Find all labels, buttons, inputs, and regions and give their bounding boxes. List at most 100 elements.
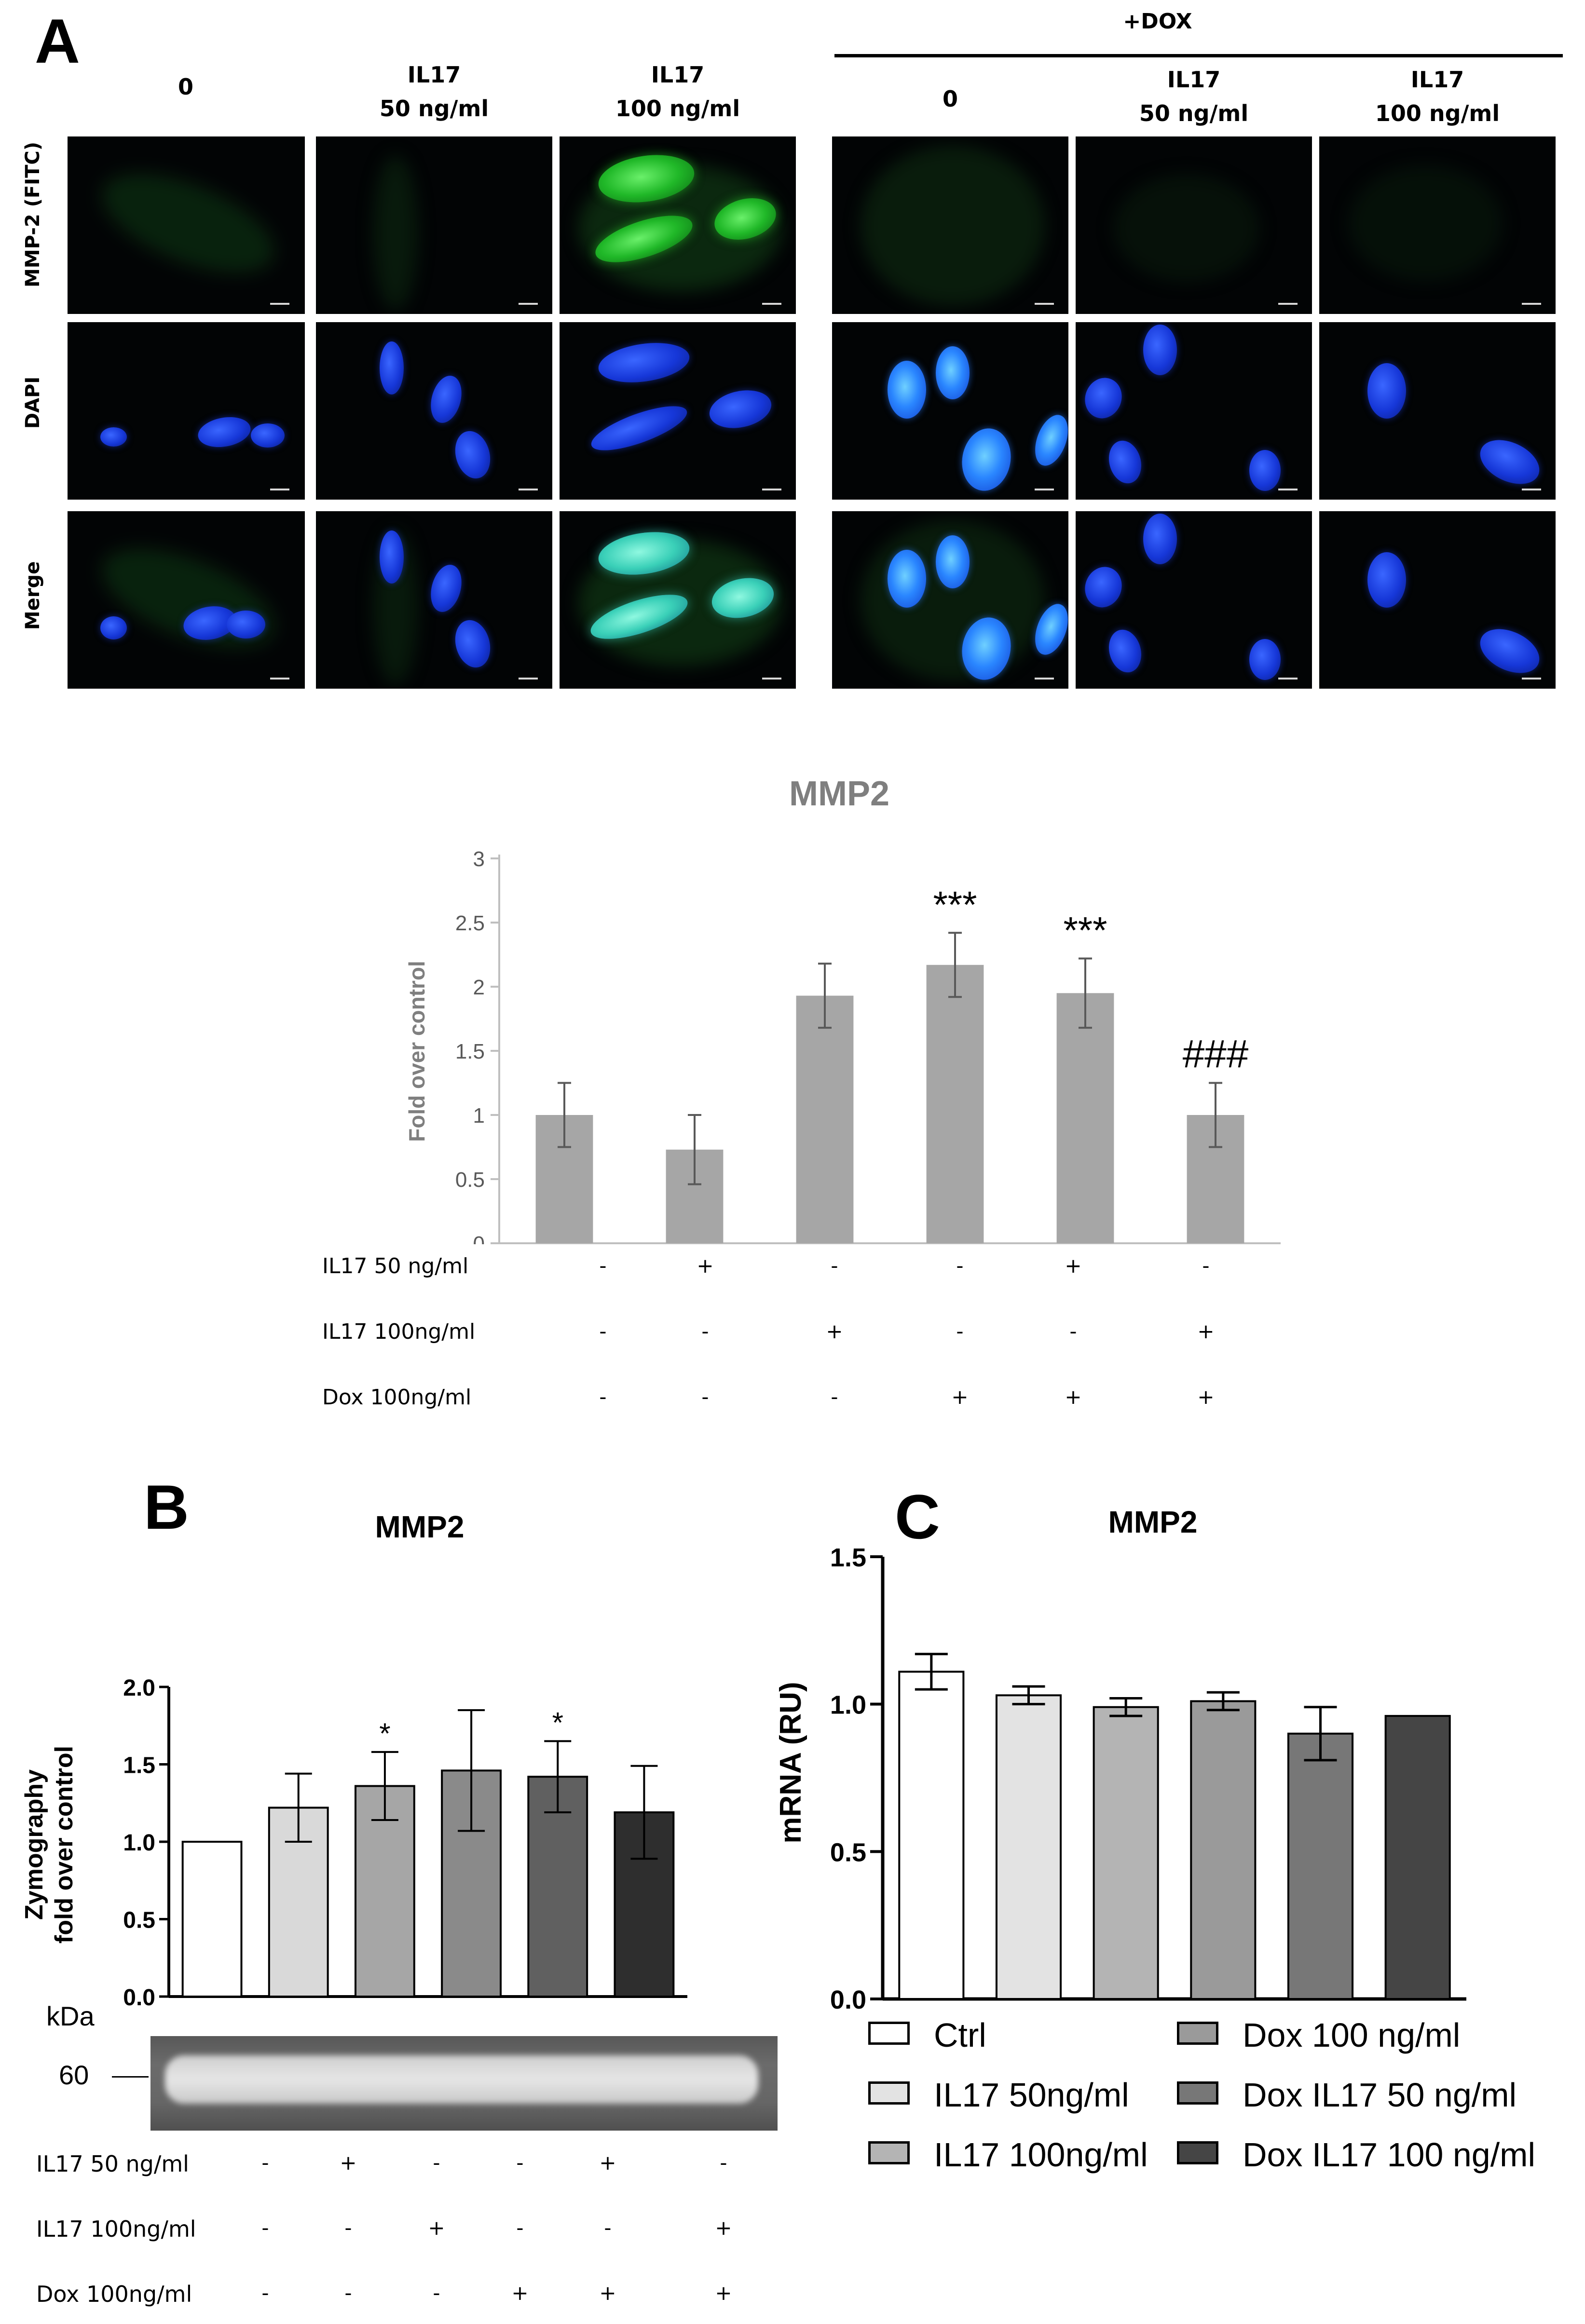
chart-a-condition-sign: - (831, 1385, 838, 1409)
col-header-4-label: IL17 50 ng/ml (1139, 67, 1249, 126)
chart-b-condition-sign: - (261, 2216, 269, 2240)
chart-b-bar (181, 1841, 243, 1998)
chart-c-ytick-label: 1.5 (830, 1543, 866, 1572)
chart-a-bar (1056, 993, 1114, 1243)
chart-b-condition-table: IL17 50 ng/ml - + - - + - IL17 100ng/ml - - + - - + Do… (0, 2151, 791, 2324)
col-header-2: IL17 100 ng/ml (560, 58, 796, 125)
dox-header: +DOX (1123, 9, 1192, 34)
chart-c-legend: Ctrl IL17 50ng/ml IL17 100ng/ml Dox 100 ng/… (868, 2016, 1582, 2199)
chart-b-condition-label: IL17 50 ng/ml (36, 2151, 189, 2177)
micrograph-merge-il17-50 (316, 511, 552, 689)
chart-a-condition-sign: - (956, 1254, 964, 1278)
micrograph-fitc-dox-0 (832, 136, 1068, 314)
chart-a-condition-sign: + (826, 1319, 843, 1343)
chart-b-condition-sign: + (715, 2281, 732, 2305)
chart-c-bar (1093, 1706, 1159, 2000)
chart-b-title: MMP2 (375, 1509, 465, 1544)
micrograph-dapi-il17-50 (316, 322, 552, 500)
chart-c-bar (1190, 1700, 1257, 2000)
row-header-fitc: MMP-2 (FITC) (22, 142, 44, 287)
chart-a-condition-sign: - (701, 1319, 709, 1343)
chart-a-bar (796, 995, 854, 1243)
micrograph-dapi-dox-0 (832, 322, 1068, 500)
blot-60-label: 60 (59, 2060, 89, 2090)
chart-b-condition-sign: + (511, 2281, 529, 2305)
micrograph-fitc-0 (68, 136, 305, 314)
chart-c-ytick-label: 0.5 (830, 1838, 866, 1867)
chart-a-condition-sign: - (1202, 1254, 1210, 1278)
chart-a-condition-sign: - (956, 1319, 964, 1343)
col-header-5-label: IL17 100 ng/ml (1375, 67, 1500, 126)
chart-a-condition-sign: + (1065, 1254, 1082, 1278)
chart-b-condition-sign: - (516, 2151, 524, 2175)
micrograph-fitc-dox-il17-50 (1076, 136, 1312, 314)
chart-a-ytick-label: 2 (473, 976, 485, 999)
micrograph-fitc-il17-100 (560, 136, 796, 314)
chart-a-condition-sign: - (599, 1319, 607, 1343)
col-header-0-label: 0 (178, 74, 193, 100)
chart-a-ytick-label: 0 (473, 1232, 485, 1244)
chart-b-ytick-label: 1.0 (123, 1830, 155, 1856)
chart-b-y-label: Zymography (20, 1769, 48, 1920)
chart-c-legend-label: Ctrl (934, 2016, 986, 2054)
panel-label-a: A (35, 6, 80, 76)
chart-c-bar (995, 1694, 1062, 2000)
micrograph-dapi-dox-il17-50 (1076, 322, 1312, 500)
zymography-gel-blot (150, 2036, 778, 2131)
chart-b-bar (527, 1776, 588, 1998)
chart-b-zymography: MMP2 0.0 0.5 1.0 1.5 2.0 Zymography fold over c… (20, 1509, 687, 2011)
chart-a-ytick-label: 1 (473, 1104, 485, 1128)
col-header-3-label: 0 (942, 86, 958, 112)
micrograph-merge-dox-il17-100 (1319, 511, 1556, 689)
chart-b-condition-sign: - (720, 2151, 727, 2175)
micrograph-merge-0 (68, 511, 305, 689)
chart-b-condition-sign: + (340, 2151, 357, 2175)
dox-header-line (834, 54, 1563, 57)
col-header-2-label: IL17 100 ng/ml (615, 62, 740, 122)
chart-b-bar (268, 1807, 329, 1998)
chart-a-condition-sign: - (831, 1254, 838, 1278)
chart-c-ytick-label: 0.0 (830, 1985, 866, 2014)
micrograph-merge-dox-il17-50 (1076, 511, 1312, 689)
chart-c-legend-label: IL17 50ng/ml (934, 2076, 1129, 2114)
chart-b-condition-label: Dox 100ng/ml (36, 2281, 192, 2307)
chart-b-significance: * (552, 1706, 563, 1739)
col-header-3: 0 (832, 82, 1068, 116)
chart-a-condition-sign: + (1065, 1385, 1082, 1409)
chart-c-bar (1384, 1715, 1451, 2000)
chart-b-condition-sign: - (344, 2216, 352, 2240)
micrograph-merge-dox-0 (832, 511, 1068, 689)
chart-a-ytick-label: 2.5 (455, 911, 485, 935)
chart-c-y-label: mRNA (RU) (774, 1682, 807, 1843)
chart-a-y-label: Fold over control (404, 961, 429, 1142)
micrograph-dapi-dox-il17-100 (1319, 322, 1556, 500)
col-header-4: IL17 50 ng/ml (1076, 63, 1312, 130)
chart-b-condition-sign: - (516, 2216, 524, 2240)
chart-b-significance: * (379, 1717, 390, 1750)
chart-a-condition-sign: + (1197, 1385, 1215, 1409)
chart-c-bar (1287, 1732, 1354, 2000)
chart-c-legend-label: Dox IL17 50 ng/ml (1243, 2076, 1517, 2114)
chart-b-condition-sign: - (433, 2281, 440, 2305)
chart-a-condition-sign: + (697, 1254, 714, 1278)
chart-a-condition-sign: - (599, 1254, 607, 1278)
chart-b-ytick-label: 1.5 (123, 1753, 155, 1779)
chart-a-condition-sign: + (951, 1385, 969, 1409)
chart-b-condition-label: IL17 100ng/ml (36, 2216, 196, 2242)
chart-b-condition-sign: - (604, 2216, 612, 2240)
chart-c-title: MMP2 (1108, 1505, 1198, 1539)
panel-label-b: B (144, 1472, 189, 1542)
chart-b-condition-sign: + (599, 2151, 616, 2175)
col-header-0: 0 (68, 70, 304, 104)
gel-band (165, 2055, 758, 2104)
chart-c-legend-swatch (868, 2022, 910, 2045)
col-header-1-label: IL17 50 ng/ml (379, 62, 489, 122)
chart-b-condition-sign: + (715, 2216, 732, 2240)
chart-b-condition-sign: + (599, 2281, 616, 2305)
chart-a-condition-label: IL17 50 ng/ml (322, 1254, 469, 1278)
chart-a-condition-label: Dox 100ng/ml (322, 1385, 472, 1410)
blot-kda-label: kDa (46, 2001, 95, 2031)
chart-a-condition-sign: + (1197, 1319, 1215, 1343)
chart-a-bar (926, 965, 984, 1243)
col-header-1: IL17 50 ng/ml (316, 58, 552, 125)
